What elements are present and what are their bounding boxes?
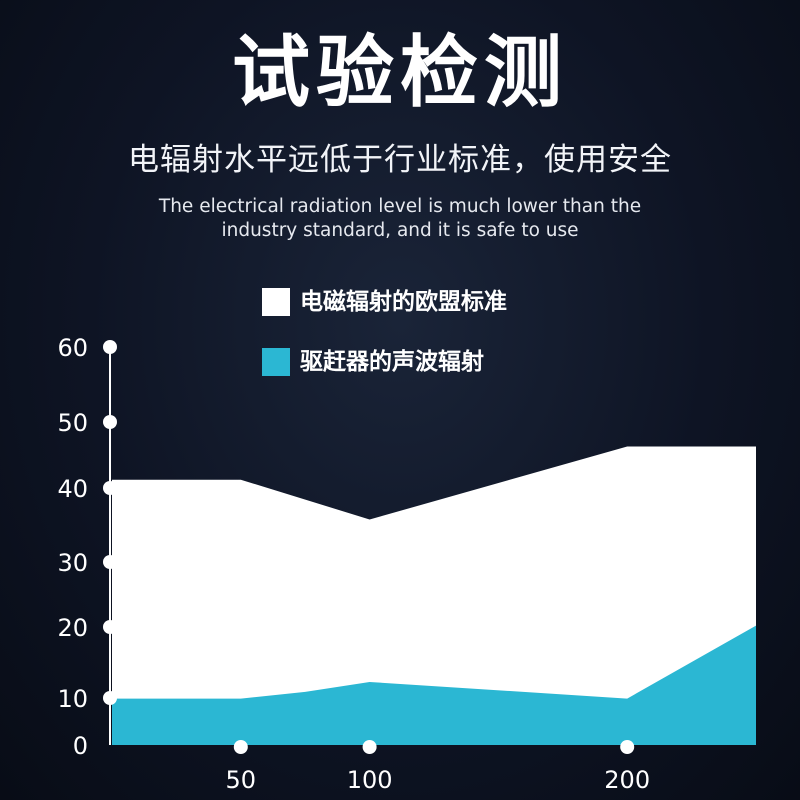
legend-label-eu-standard: 电磁辐射的欧盟标准 bbox=[300, 289, 507, 315]
y-tick-label-50: 50 bbox=[57, 409, 88, 437]
x-tick-dot-100 bbox=[362, 740, 377, 754]
y-tick-label-40: 40 bbox=[57, 475, 88, 503]
area-series-1 bbox=[112, 625, 756, 745]
x-tick-label-100: 100 bbox=[347, 766, 393, 794]
legend-item-device-radiation: 驱赶器的声波辐射 bbox=[262, 347, 484, 377]
page-title: 试验检测 bbox=[231, 28, 568, 118]
legend-swatch-device-radiation bbox=[262, 348, 290, 376]
subtitle-english-line-2: industry standard, and it is safe to use bbox=[221, 220, 579, 241]
subtitle-english-line-1: The electrical radiation level is much l… bbox=[158, 196, 642, 217]
y-tick-dot-40 bbox=[103, 481, 117, 495]
subtitle-english: The electrical radiation level is much l… bbox=[0, 195, 800, 243]
y-tick-dot-20 bbox=[103, 620, 117, 634]
y-tick-dot-50 bbox=[103, 415, 117, 429]
legend-label-device-radiation: 驱赶器的声波辐射 bbox=[300, 349, 484, 375]
legend-swatch-eu-standard bbox=[262, 288, 290, 316]
y-tick-dot-60 bbox=[103, 340, 117, 354]
y-tick-dot-10 bbox=[103, 691, 117, 705]
subtitle-chinese: 电辐射水平远低于行业标准，使用安全 bbox=[128, 142, 672, 178]
legend-item-eu-standard: 电磁辐射的欧盟标准 bbox=[262, 287, 507, 317]
y-tick-label-0: 0 bbox=[73, 732, 88, 760]
x-tick-dot-200 bbox=[620, 740, 635, 754]
y-tick-label-30: 30 bbox=[57, 549, 88, 577]
x-tick-label-200: 200 bbox=[604, 766, 650, 794]
y-tick-label-20: 20 bbox=[57, 614, 88, 642]
x-tick-dot-50 bbox=[233, 740, 248, 754]
y-tick-label-60: 60 bbox=[57, 334, 88, 362]
x-tick-label-50: 50 bbox=[226, 766, 257, 794]
y-tick-dot-30 bbox=[103, 555, 117, 569]
y-tick-label-10: 10 bbox=[57, 685, 88, 713]
area-series-0 bbox=[112, 446, 756, 745]
